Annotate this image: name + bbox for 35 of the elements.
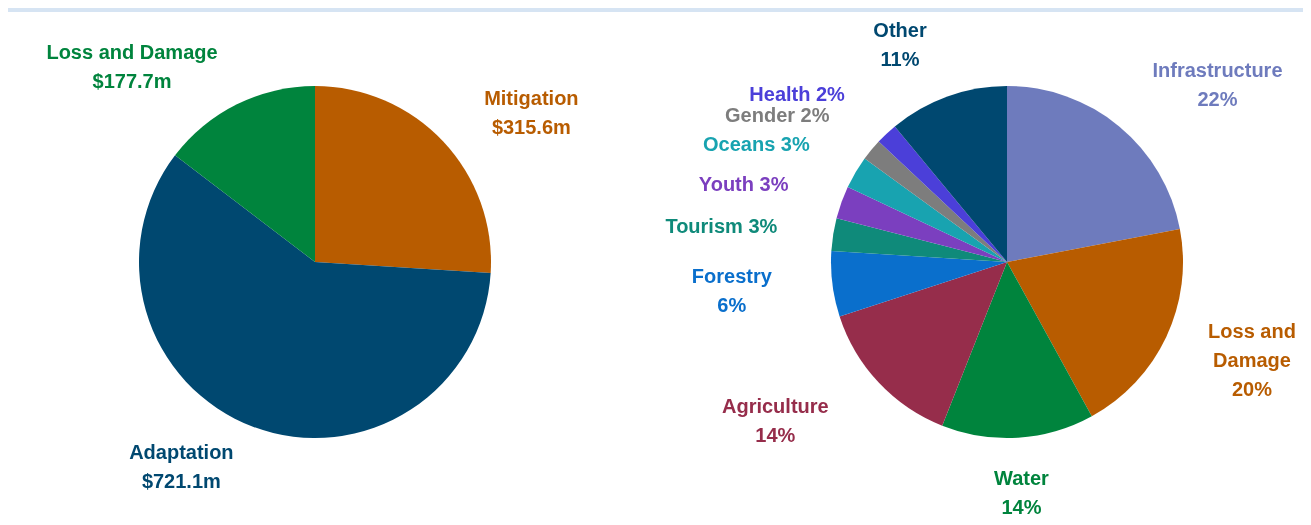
pie-slice: [839, 262, 1007, 426]
slice-label: Adaptation: [129, 440, 234, 463]
pie-slice: [847, 158, 1007, 262]
pie-slice: [831, 218, 1007, 262]
pie-slice: [942, 262, 1092, 438]
slice-label: Loss and Damage: [1208, 320, 1296, 372]
pie-slice: [831, 250, 1007, 317]
slice-label: Infrastructure: [1152, 58, 1283, 81]
slice-label: Gender 2%: [725, 103, 830, 126]
data-label: 14%: [1001, 496, 1042, 519]
data-label: 11%: [880, 48, 920, 71]
pie-slice: [175, 86, 315, 262]
slice-label: Forestry: [691, 265, 773, 288]
pie-slice: [139, 155, 491, 438]
slice-label: Tourism 3%: [665, 214, 778, 237]
slice-label: Other: [873, 19, 927, 42]
pie-slice: [878, 126, 1007, 262]
pie-slice: [1007, 86, 1180, 262]
slice-label: Youth 3%: [698, 172, 789, 195]
pie-slice: [836, 187, 1007, 262]
slice-label: Loss and Damage: [46, 41, 218, 64]
pie-slice: [1007, 229, 1183, 417]
pie-slice: [894, 86, 1007, 262]
slice-label: Health 2%: [749, 82, 846, 105]
data-label: 22%: [1197, 87, 1238, 110]
data-label: $315.6m: [491, 116, 571, 139]
data-label: $721.1m: [141, 469, 221, 492]
data-label: 6%: [717, 294, 747, 317]
data-label: 14%: [755, 423, 796, 446]
slice-label: Mitigation: [484, 87, 579, 110]
slice-label: Agriculture: [722, 394, 829, 417]
data-label: 20%: [1231, 378, 1273, 401]
data-label: $177.7m: [92, 70, 172, 93]
slice-label: Oceans 3%: [703, 133, 810, 156]
slice-label: Water: [994, 467, 1050, 490]
